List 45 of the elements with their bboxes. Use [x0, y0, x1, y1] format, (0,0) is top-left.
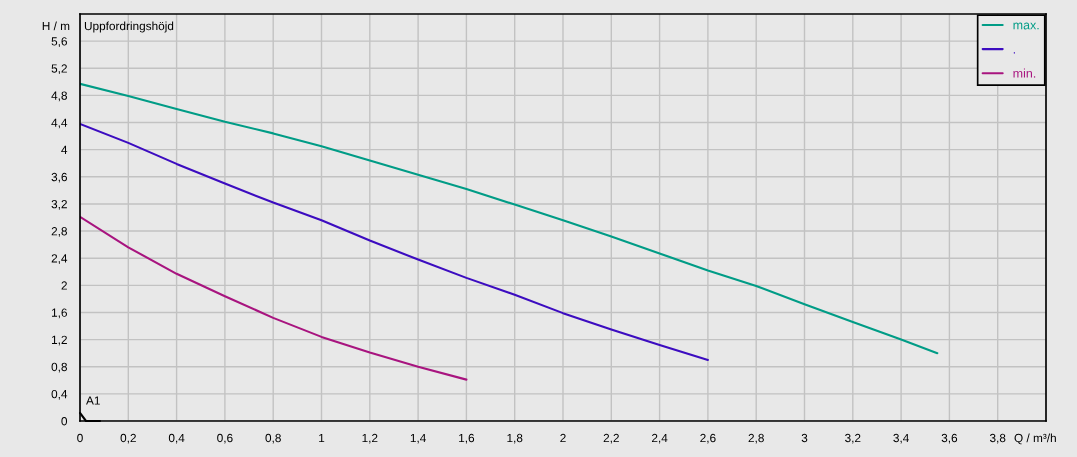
y-tick-label: 2,8: [51, 227, 67, 237]
x-tick-label: 1,6: [459, 433, 475, 444]
text: Uppfordringshöjd: [84, 21, 174, 33]
y-tick-label: 4,8: [51, 91, 67, 102]
x-tick-label: 1: [319, 433, 325, 443]
y-tick-label: 3,2: [51, 199, 67, 210]
x-tick-label: 2,8: [748, 433, 764, 444]
x-tick-label: 3,4: [893, 433, 909, 444]
legend-label: .: [1013, 52, 1015, 54]
y-tick-label: 0: [61, 417, 68, 426]
x-tick-label: 3: [801, 433, 808, 443]
y-tick-label: 4: [61, 145, 68, 154]
y-tick-label: 0,8: [51, 362, 67, 373]
x-tick-label: 3,2: [845, 433, 861, 444]
y-tick-label: 2: [61, 281, 67, 290]
y-tick-label: 5,6: [51, 37, 67, 47]
y-tick-label: 5,2: [51, 64, 67, 75]
x-tick-label: 1,2: [362, 433, 378, 444]
y-axis-title: H / m: [42, 21, 70, 31]
x-tick-label: 3,8: [989, 433, 1006, 444]
x-tick-label: 0,2: [120, 433, 136, 444]
x-tick-label: 2: [560, 433, 566, 443]
y-tick-label: 1,2: [51, 335, 67, 346]
x-axis-title: Q / m³/h: [1014, 433, 1056, 445]
line-series: [80, 82, 939, 355]
annotation: A1: [86, 396, 100, 405]
y-tick-label: 4,4: [51, 118, 68, 129]
x-tick-label: 1,4: [410, 433, 426, 444]
x-tick-label: 0,4: [168, 433, 185, 444]
line-series: [80, 122, 709, 361]
x-tick-label: 2,4: [651, 433, 668, 444]
x-tick-label: 0: [77, 433, 83, 443]
y-tick-label: 2,4: [51, 254, 68, 264]
x-tick-label: 3,6: [941, 433, 958, 444]
line-series: [80, 215, 468, 381]
legend-label: min.: [1013, 68, 1036, 78]
y-tick-label: 1,6: [51, 308, 67, 319]
x-tick-label: 2,2: [603, 433, 619, 444]
x-tick-label: 0,8: [265, 433, 281, 444]
x-tick-label: 2,6: [700, 433, 716, 444]
x-tick-label: 1,8: [507, 433, 523, 444]
x-tick-label: 0,6: [217, 433, 233, 444]
legend-label: max.: [1013, 22, 1039, 30]
y-tick-label: 0,4: [51, 389, 68, 400]
y-tick-label: 3,6: [51, 172, 67, 183]
